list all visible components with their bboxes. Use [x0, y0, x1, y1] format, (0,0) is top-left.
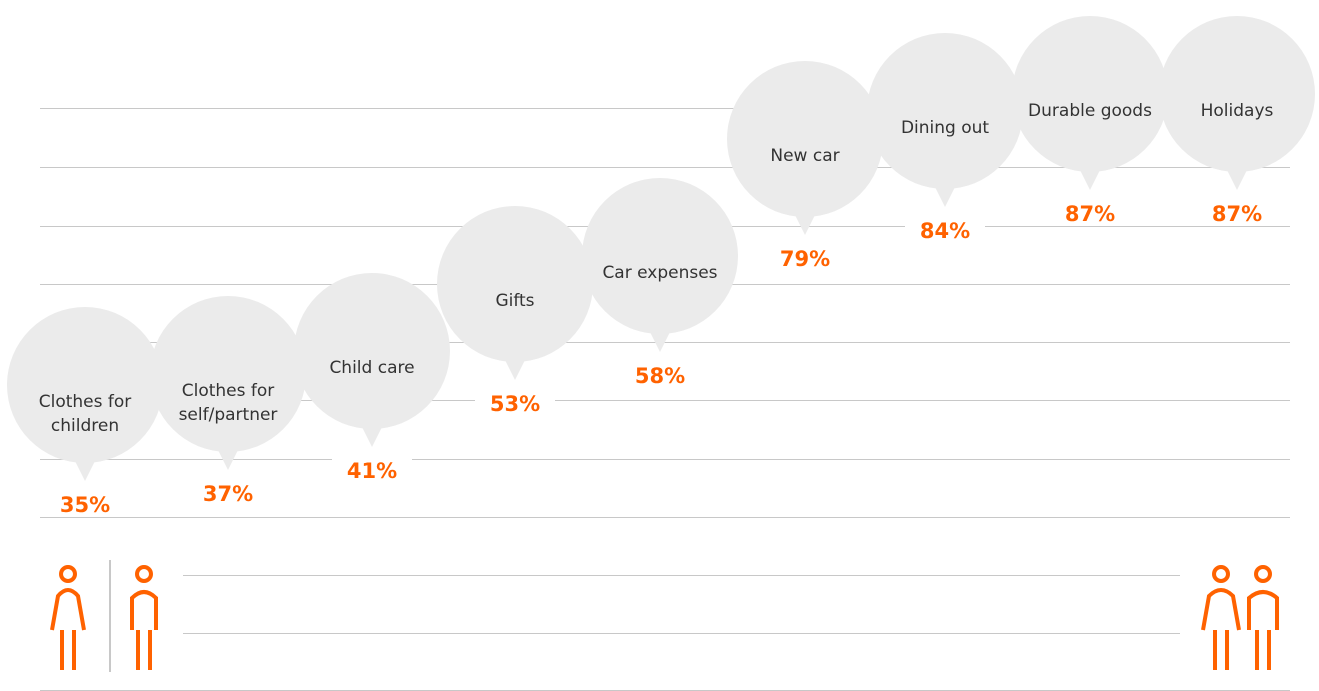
category-label: Clothes for self/partner: [178, 380, 278, 425]
rule-line: [40, 517, 1290, 518]
bubble: [1012, 15, 1168, 172]
couple-icon: [1201, 565, 1279, 670]
category-label: Durable goods: [1028, 100, 1152, 121]
bubble: [1159, 15, 1315, 172]
bubble-tail: [1224, 163, 1250, 190]
bubble-tail: [647, 326, 673, 353]
bubble-tail: [215, 443, 241, 470]
rule-line: [183, 575, 1180, 576]
bubble: [437, 206, 593, 363]
category-label: Clothes for children: [38, 392, 132, 436]
bubble: [294, 273, 450, 430]
rule-line: [40, 459, 1290, 460]
bubble: [7, 307, 163, 463]
value-label: 87%: [1197, 201, 1277, 226]
value-label: 79%: [765, 246, 845, 271]
category-label: Child care: [329, 358, 415, 379]
rule-line: [40, 167, 1290, 168]
bubble-tail: [792, 208, 818, 235]
bubble-tail: [1077, 163, 1103, 190]
bubble-tail: [72, 455, 98, 481]
category-label: Dining out: [900, 117, 990, 138]
rule-line: [40, 400, 1290, 401]
value-label: 37%: [188, 481, 268, 506]
bubble-tail: [502, 354, 528, 381]
category-label: Gifts: [495, 291, 535, 312]
value-label: 58%: [620, 364, 700, 389]
bubble-tail: [932, 180, 958, 207]
value-label: 53%: [475, 392, 555, 417]
bubble: [867, 32, 1023, 189]
value-label: 35%: [45, 493, 125, 517]
category-label: New car: [770, 145, 840, 166]
category-label: Car expenses: [602, 263, 718, 284]
category-label: Holidays: [1200, 100, 1274, 121]
bubble: [727, 60, 883, 217]
person-icons: [50, 560, 158, 672]
value-label: 41%: [332, 459, 412, 484]
value-label: 84%: [905, 218, 985, 243]
bubble: [150, 295, 306, 452]
rule-line: [183, 633, 1180, 634]
value-label: 87%: [1050, 201, 1130, 226]
bubble: [582, 178, 738, 335]
bubble-tail: [359, 421, 385, 448]
rule-line: [40, 108, 1290, 109]
